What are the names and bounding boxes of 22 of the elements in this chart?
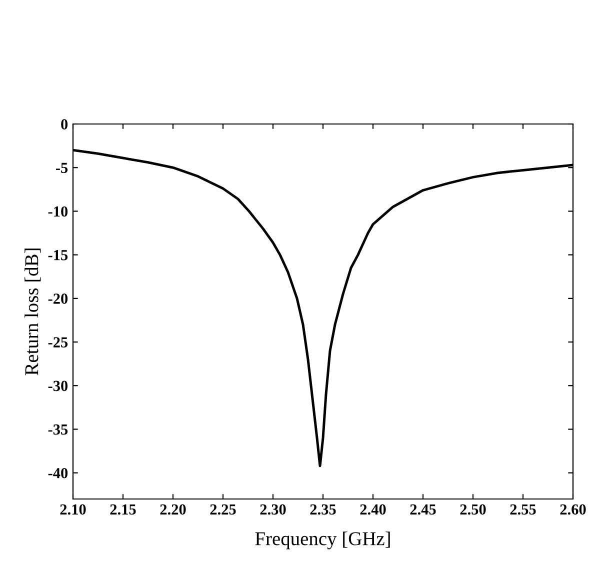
y-tick-label: -30 <box>48 380 68 392</box>
x-tick-label: 2.10 <box>60 504 86 515</box>
x-tick-label: 2.50 <box>460 504 486 515</box>
y-tick-label: -35 <box>48 424 68 435</box>
x-tick-label: 2.25 <box>210 504 236 515</box>
x-tick-label: 2.55 <box>510 504 536 515</box>
y-axis-title: Return loss [dB] <box>24 248 41 376</box>
x-tick-label: 2.30 <box>260 504 286 515</box>
y-tick-label: -40 <box>48 468 68 478</box>
y-tick-label: 0 <box>61 119 68 130</box>
x-tick-label: 2.35 <box>310 504 336 515</box>
x-tick-label: 2.15 <box>110 504 136 515</box>
y-tick-label: -25 <box>48 337 68 348</box>
y-tick-label: -10 <box>48 206 68 217</box>
y-tick-label: -20 <box>48 294 68 304</box>
x-tick-label: 2.60 <box>560 504 586 515</box>
y-tick-label: -15 <box>48 250 68 260</box>
x-tick-label: 2.20 <box>160 504 186 515</box>
y-tick-label: -5 <box>56 162 68 174</box>
x-axis-title: Frequency [GHz] <box>255 532 390 550</box>
x-tick-label: 2.40 <box>360 504 386 515</box>
x-tick-label: 2.45 <box>410 504 436 515</box>
